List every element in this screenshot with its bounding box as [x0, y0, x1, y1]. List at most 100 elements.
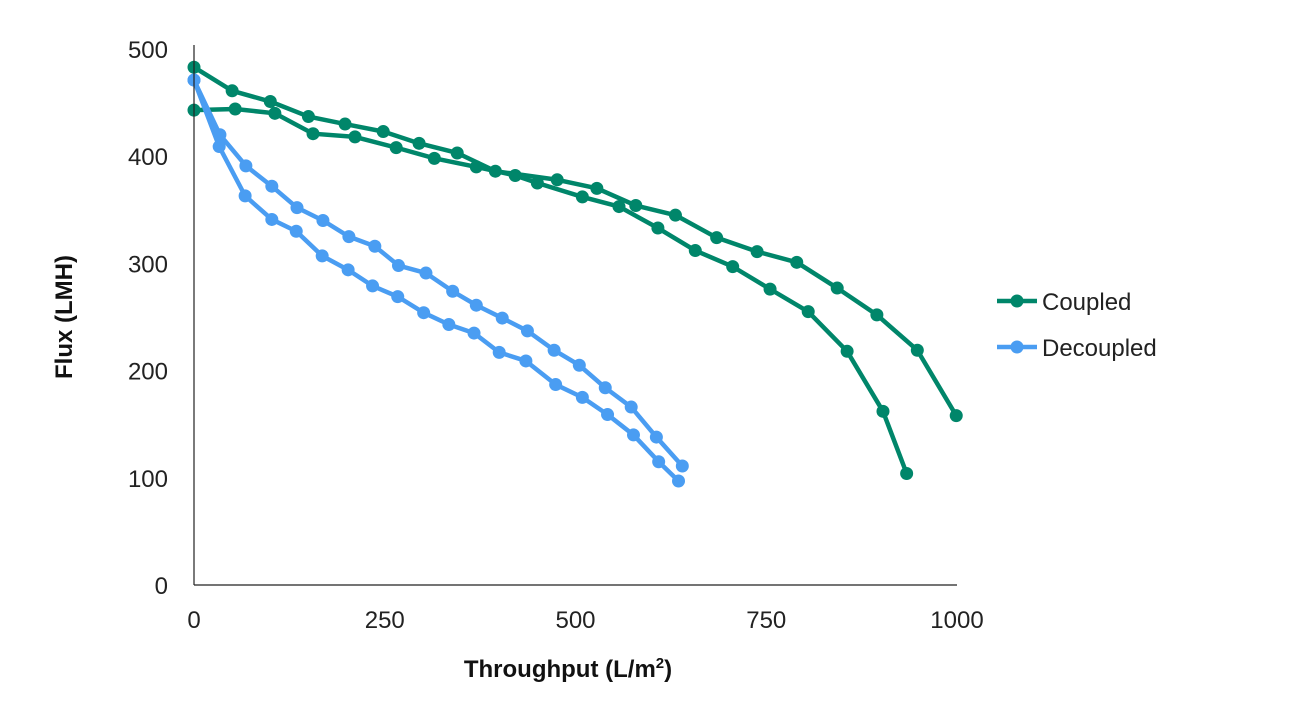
- y-tick-label: 100: [128, 466, 168, 493]
- decoupled-data-point: [442, 318, 456, 332]
- decoupled-data-point: [598, 381, 612, 395]
- x-axis-title-sup: 2: [656, 655, 664, 672]
- x-tick-label: 500: [555, 607, 595, 634]
- coupled-data-point: [651, 221, 665, 235]
- decoupled-data-point: [391, 290, 405, 304]
- decoupled-data-point: [315, 249, 329, 263]
- plot-marks: [187, 60, 963, 488]
- coupled-data-point: [830, 281, 844, 295]
- coupled-data-point: [726, 260, 740, 274]
- coupled-data-point: [338, 117, 352, 131]
- coupled-data-point: [688, 244, 702, 258]
- legend: Coupled Decoupled: [997, 289, 1157, 362]
- y-tick-labels: 0 100 200 300 400 500: [128, 37, 168, 600]
- coupled-data-point: [790, 255, 804, 269]
- coupled-data-point: [590, 181, 604, 195]
- decoupled-data-point: [520, 324, 534, 338]
- decoupled-data-point: [212, 140, 226, 154]
- decoupled-data-point: [549, 378, 563, 392]
- x-tick-labels: 0 250 500 750 1000: [187, 607, 983, 634]
- coupled-data-point: [389, 141, 403, 155]
- decoupled-data-point: [492, 345, 506, 359]
- decoupled-data-point: [391, 259, 405, 273]
- decoupled-data-point: [495, 311, 509, 325]
- coupled-data-point: [376, 125, 390, 139]
- legend-label-coupled: Coupled: [1042, 289, 1131, 316]
- coupled-data-point: [508, 168, 522, 182]
- coupled-data-point: [900, 467, 914, 481]
- legend-label-decoupled: Decoupled: [1042, 335, 1157, 362]
- decoupled-data-point: [417, 306, 431, 320]
- coupled-data-point: [412, 136, 426, 150]
- decoupled-data-point: [290, 201, 304, 215]
- x-axis-title-close: ): [664, 656, 672, 683]
- decoupled-data-point: [265, 212, 279, 226]
- coupled-data-point: [427, 151, 441, 165]
- decoupled-data-point: [239, 159, 253, 173]
- coupled-data-point: [225, 84, 239, 98]
- y-tick-label: 300: [128, 251, 168, 278]
- y-tick-label: 200: [128, 359, 168, 386]
- y-tick-label: 400: [128, 144, 168, 171]
- decoupled-data-point: [519, 354, 533, 368]
- decoupled-data-point: [265, 179, 279, 193]
- decoupled-data-point: [649, 430, 663, 444]
- x-tick-label: 750: [746, 607, 786, 634]
- coupled-data-point: [268, 106, 282, 120]
- coupled-data-point: [801, 305, 815, 319]
- decoupled-data-point: [652, 455, 666, 469]
- coupled-data-point: [306, 127, 320, 141]
- x-axis-title-main: Throughput (L/m: [464, 656, 656, 683]
- coupled-data-point: [750, 245, 764, 259]
- x-tick-label: 1000: [930, 607, 983, 634]
- coupled-series-line: [193, 106, 909, 475]
- x-tick-label: 250: [365, 607, 405, 634]
- coupled-data-point: [550, 173, 564, 187]
- y-tick-label: 0: [155, 573, 168, 600]
- y-tick-label: 500: [128, 37, 168, 64]
- decoupled-data-point: [238, 189, 252, 203]
- coupled-data-point: [612, 200, 626, 214]
- coupled-data-point: [348, 130, 362, 144]
- coupled-data-point: [763, 282, 777, 296]
- coupled-data-point: [668, 208, 682, 222]
- decoupled-data-point: [626, 428, 640, 442]
- decoupled-data-point: [446, 284, 460, 298]
- decoupled-data-point: [572, 358, 586, 372]
- decoupled-data-point: [575, 390, 589, 404]
- coupled-data-point: [710, 231, 724, 245]
- decoupled-series-line: [191, 79, 684, 468]
- coupled-data-point: [228, 102, 242, 116]
- coupled-data-point: [263, 95, 277, 109]
- decoupled-data-point: [624, 400, 638, 414]
- decoupled-data-point: [368, 239, 382, 253]
- coupled-data-point: [575, 190, 589, 204]
- coupled-data-point: [840, 344, 854, 358]
- decoupled-data-point: [289, 224, 303, 238]
- legend-swatch-marker: [1010, 340, 1024, 354]
- decoupled-data-point: [547, 343, 561, 357]
- decoupled-data-point: [467, 326, 481, 340]
- coupled-data-point: [469, 160, 483, 174]
- coupled-data-point: [949, 409, 963, 423]
- coupled-data-point: [301, 110, 315, 124]
- coupled-data-point: [450, 146, 464, 160]
- decoupled-data-point: [366, 279, 380, 293]
- decoupled-data-point: [419, 266, 433, 280]
- decoupled-data-point: [341, 263, 355, 277]
- decoupled-data-point: [316, 214, 330, 228]
- coupled-data-point: [910, 343, 924, 357]
- decoupled-data-point: [469, 298, 483, 312]
- y-axis-title: Flux (LMH): [51, 255, 78, 379]
- decoupled-data-point: [342, 230, 356, 244]
- legend-swatch-marker: [1010, 294, 1024, 308]
- coupled-data-point: [629, 199, 643, 213]
- coupled-data-point: [530, 176, 544, 190]
- decoupled-data-point: [675, 459, 689, 473]
- coupled-data-point: [876, 404, 890, 418]
- decoupled-data-point: [672, 474, 686, 488]
- coupled-data-point: [870, 308, 884, 322]
- x-axis-title: Throughput (L/m2): [464, 655, 672, 683]
- x-tick-label: 0: [187, 607, 200, 634]
